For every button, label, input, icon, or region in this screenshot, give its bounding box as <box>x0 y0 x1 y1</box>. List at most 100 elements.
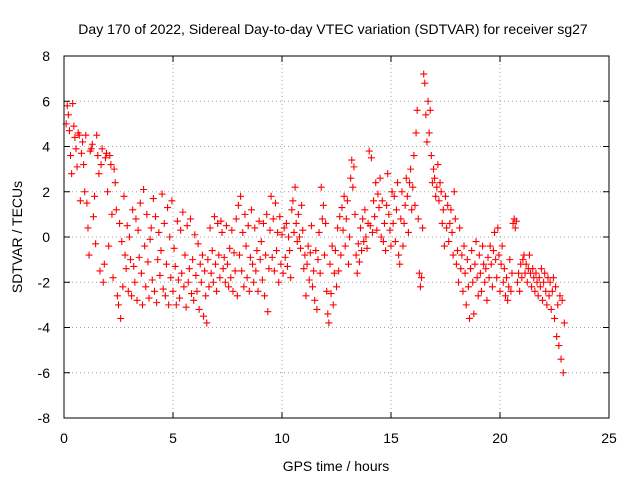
data-point <box>146 235 154 243</box>
x-tick-label: 5 <box>169 430 177 446</box>
data-point <box>410 152 418 160</box>
data-point <box>553 333 561 341</box>
data-point <box>503 274 511 282</box>
data-point <box>453 247 461 255</box>
data-point <box>93 131 101 139</box>
data-point <box>81 188 89 196</box>
data-point <box>411 201 419 209</box>
data-point <box>157 247 165 255</box>
data-point <box>505 283 513 291</box>
data-point <box>516 287 524 295</box>
data-point <box>422 111 430 119</box>
data-point <box>225 283 233 291</box>
data-point <box>559 369 567 377</box>
data-point <box>535 274 543 282</box>
data-point <box>349 183 357 191</box>
data-point <box>232 215 240 223</box>
data-point <box>555 342 563 350</box>
data-point <box>387 242 395 250</box>
data-point <box>366 222 374 230</box>
data-point <box>392 206 400 214</box>
data-point <box>281 253 289 261</box>
data-point <box>528 283 536 291</box>
data-point <box>519 256 527 264</box>
data-point <box>271 199 279 207</box>
data-point <box>270 267 278 275</box>
data-point <box>484 253 492 261</box>
data-point <box>106 152 114 160</box>
data-point <box>492 256 500 264</box>
data-point <box>421 79 429 87</box>
data-point <box>269 215 277 223</box>
data-point <box>184 278 192 286</box>
data-point <box>252 267 260 275</box>
data-point <box>95 170 103 178</box>
data-point <box>235 251 243 259</box>
data-point <box>374 190 382 198</box>
data-point <box>123 222 131 230</box>
data-point <box>549 274 557 282</box>
data-point <box>149 195 157 203</box>
data-point <box>200 312 208 320</box>
data-point <box>309 283 317 291</box>
data-point <box>169 287 177 295</box>
data-point <box>148 276 156 284</box>
data-point <box>293 238 301 246</box>
data-point <box>360 238 368 246</box>
data-point <box>384 170 392 178</box>
data-point <box>430 165 438 173</box>
data-point <box>104 188 112 196</box>
data-point <box>551 314 558 322</box>
data-point <box>242 242 250 250</box>
data-point <box>310 267 318 275</box>
data-point <box>215 251 223 259</box>
data-point <box>287 274 295 282</box>
data-point <box>276 213 284 221</box>
data-point <box>153 299 161 307</box>
data-point <box>297 244 305 252</box>
data-point <box>473 274 481 282</box>
data-point <box>306 249 314 257</box>
x-tick-label: 20 <box>492 430 508 446</box>
data-point <box>323 287 331 295</box>
data-point <box>507 287 515 295</box>
data-point <box>76 197 84 205</box>
data-point <box>418 274 426 282</box>
data-point <box>228 226 236 234</box>
data-point <box>158 190 166 198</box>
data-point <box>212 260 220 268</box>
data-point <box>117 314 125 322</box>
data-point <box>365 147 373 155</box>
data-point <box>195 305 203 313</box>
data-point <box>298 201 306 209</box>
data-point <box>358 247 366 255</box>
data-point <box>362 233 370 241</box>
data-point <box>182 303 190 311</box>
data-point <box>481 278 489 286</box>
y-tick-label: -2 <box>38 274 51 290</box>
data-point <box>311 296 319 304</box>
data-point <box>356 224 364 232</box>
data-point <box>83 199 91 207</box>
data-point <box>496 287 504 295</box>
data-point <box>277 260 285 268</box>
data-point <box>339 226 347 234</box>
data-point <box>259 219 267 227</box>
data-point <box>319 201 327 209</box>
data-point <box>161 292 169 300</box>
data-point <box>451 215 459 223</box>
y-tick-label: 2 <box>42 184 50 200</box>
data-point <box>452 260 460 268</box>
data-point <box>192 271 200 279</box>
data-point <box>213 287 221 295</box>
data-point <box>101 154 109 162</box>
data-point <box>455 278 463 286</box>
data-point <box>73 163 81 171</box>
data-point <box>130 262 138 270</box>
data-point <box>111 179 119 187</box>
data-point <box>247 206 255 214</box>
data-point <box>196 260 204 268</box>
data-point <box>412 129 420 137</box>
data-point <box>75 131 83 139</box>
data-point <box>497 260 505 268</box>
